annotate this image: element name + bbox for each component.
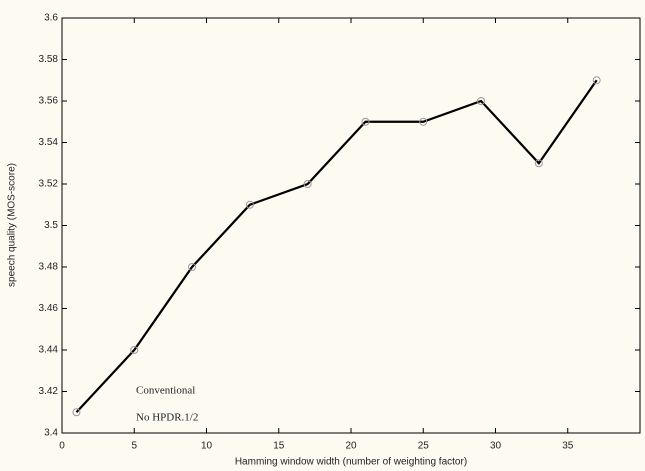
x-axis-label: Hamming window width (number of weightin… xyxy=(235,457,467,468)
y-tick-label: 3.44 xyxy=(39,345,59,356)
y-tick-label: 3.58 xyxy=(39,54,59,65)
y-tick-label: 3.6 xyxy=(44,13,58,24)
background xyxy=(0,0,645,471)
chart: Hamming window width (number of weightin… xyxy=(0,0,645,471)
x-tick-label: 5 xyxy=(131,441,137,452)
y-tick-label: 3.42 xyxy=(39,386,59,397)
x-tick-label: 35 xyxy=(562,441,574,452)
x-tick-label: 25 xyxy=(418,441,430,452)
y-tick-label: 3.5 xyxy=(44,220,58,231)
y-tick-label: 3.54 xyxy=(39,137,59,148)
annotation: Conventional xyxy=(136,385,195,397)
y-tick-label: 3.4 xyxy=(44,428,58,439)
x-tick-label: 15 xyxy=(273,441,285,452)
x-tick-label: 10 xyxy=(201,441,213,452)
y-axis-label: speech quality (MOS-score) xyxy=(7,163,18,287)
y-tick-label: 3.46 xyxy=(39,303,59,314)
y-tick-label: 3.48 xyxy=(39,262,59,273)
x-tick-label: 20 xyxy=(345,441,357,452)
x-tick-label: 30 xyxy=(490,441,502,452)
y-tick-label: 3.52 xyxy=(39,179,59,190)
y-tick-label: 3.56 xyxy=(39,96,59,107)
x-tick-label: 0 xyxy=(59,441,65,452)
annotation: No HPDR.1/2 xyxy=(136,412,198,424)
